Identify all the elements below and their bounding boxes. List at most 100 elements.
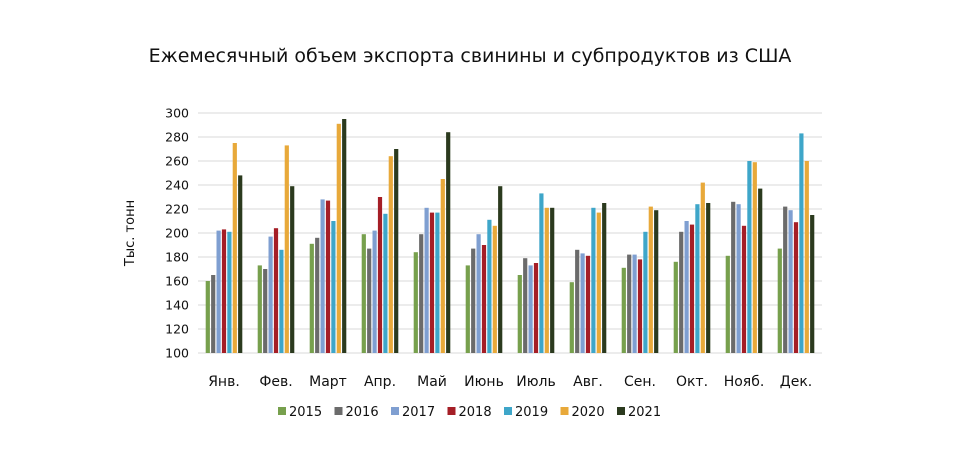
bar-2015-4 [413, 252, 418, 353]
legend-swatch-2019 [504, 407, 512, 415]
bar-2019-2 [331, 221, 336, 353]
x-category-label: Дек. [780, 374, 812, 390]
legend-label-2020: 2020 [572, 405, 605, 420]
bar-2021-3 [394, 149, 399, 353]
bar-2017-11 [788, 210, 793, 353]
bar-2015-7 [569, 282, 574, 353]
bar-2020-10 [752, 162, 757, 353]
bar-2017-4 [424, 207, 429, 353]
bar-2018-0 [221, 229, 227, 353]
bar-2020-3 [388, 156, 393, 353]
bar-2017-9 [684, 221, 689, 353]
bar-2016-9 [679, 231, 684, 353]
bar-2018-8 [637, 259, 643, 353]
x-category-label: Фев. [259, 374, 292, 390]
bar-2020-0 [232, 143, 237, 353]
bar-2017-3 [372, 230, 377, 353]
y-tick-label: 200 [165, 226, 189, 241]
y-tick-label: 220 [165, 202, 189, 217]
y-tick-label: 100 [165, 346, 189, 361]
legend-label-2015: 2015 [289, 405, 322, 420]
bar-2015-2 [309, 243, 314, 353]
x-category-label: Авг. [573, 374, 603, 390]
x-category-label: Май [417, 374, 447, 390]
bar-2019-10 [747, 161, 752, 353]
legend-label-2016: 2016 [346, 405, 379, 420]
bar-2018-6 [533, 263, 539, 353]
bar-2020-8 [648, 206, 653, 353]
bar-2021-8 [654, 210, 659, 353]
bar-2020-6 [544, 207, 549, 353]
bar-2017-0 [216, 230, 221, 353]
bar-2017-2 [320, 199, 325, 353]
x-category-label: Июнь [464, 374, 504, 390]
y-tick-label: 280 [165, 130, 189, 145]
bar-2016-2 [315, 237, 320, 353]
bar-2021-7 [602, 203, 607, 353]
y-tick-label: 120 [165, 322, 189, 337]
chart-title: Ежемесячный объем экспорта свинины и суб… [149, 45, 792, 67]
x-category-label: Янв. [208, 374, 240, 390]
gridlines [198, 112, 822, 354]
bar-2016-8 [627, 254, 632, 353]
bar-2017-6 [528, 265, 533, 353]
bar-2016-7 [575, 249, 580, 353]
bar-2019-6 [539, 193, 544, 353]
bar-2019-0 [227, 231, 232, 353]
bar-2016-0 [211, 275, 216, 353]
bar-2017-1 [268, 236, 273, 353]
bar-2020-2 [336, 123, 341, 353]
y-tick-label: 300 [165, 106, 189, 121]
bar-2020-4 [440, 179, 445, 353]
bar-2018-3 [377, 197, 383, 353]
legend-label-2019: 2019 [515, 405, 548, 420]
bar-2015-11 [777, 248, 782, 353]
y-axis-ticks: 100 120 140 160 180 200 220 240 260 280 300 [165, 106, 189, 361]
bar-2016-3 [367, 248, 372, 353]
bar-2021-9 [706, 203, 711, 353]
bar-2019-1 [279, 249, 284, 353]
bar-2018-9 [689, 224, 695, 353]
legend-label-2021: 2021 [628, 405, 661, 420]
y-tick-label: 180 [165, 250, 189, 265]
bar-2015-8 [621, 267, 626, 353]
bar-2018-10 [741, 225, 747, 353]
bar-2021-11 [810, 215, 815, 353]
bar-2019-9 [695, 204, 700, 353]
bar-2019-3 [383, 213, 388, 353]
bar-2015-3 [361, 234, 366, 353]
x-category-label: Окт. [676, 374, 708, 390]
bar-2020-11 [804, 161, 809, 353]
bar-2018-2 [325, 200, 331, 353]
bar-2018-4 [429, 212, 435, 353]
bar-2021-2 [342, 119, 347, 353]
bar-2017-5 [476, 234, 481, 353]
legend-label-2017: 2017 [402, 405, 435, 420]
bar-2015-6 [517, 275, 522, 353]
bar-2017-8 [632, 254, 637, 353]
bar-2015-9 [673, 261, 678, 353]
bar-2018-7 [585, 255, 591, 353]
bar-2018-5 [481, 245, 487, 353]
y-tick-label: 140 [165, 298, 189, 313]
bar-2016-10 [731, 201, 736, 353]
x-category-label: Апр. [364, 374, 396, 390]
y-tick-label: 260 [165, 154, 189, 169]
bar-2016-1 [263, 269, 268, 353]
bar-2021-5 [498, 186, 503, 353]
bar-2017-10 [736, 204, 741, 353]
legend-swatch-2018 [447, 407, 456, 415]
bar-2019-11 [799, 133, 804, 353]
bar-2021-10 [758, 188, 763, 353]
bar-2020-7 [596, 212, 601, 353]
legend-swatch-2016 [334, 407, 343, 415]
legend-swatch-2020 [560, 407, 569, 415]
bar-2020-5 [492, 225, 497, 353]
bar-2015-5 [465, 265, 470, 353]
legend-swatch-2015 [278, 407, 286, 415]
bar-2016-4 [419, 234, 424, 353]
bar-2016-5 [471, 248, 476, 353]
bar-2015-10 [725, 255, 730, 353]
bar-2020-1 [284, 145, 289, 353]
